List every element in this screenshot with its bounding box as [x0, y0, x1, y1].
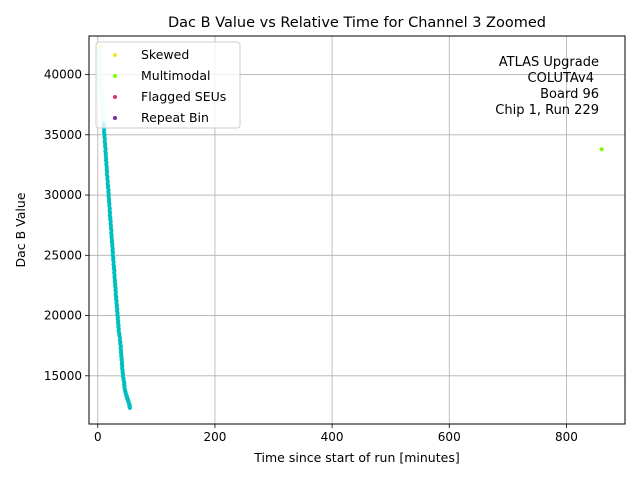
data-point	[599, 147, 604, 152]
grid-lines	[89, 36, 625, 424]
y-tick-label: 25000	[44, 248, 82, 262]
chart-title: Dac B Value vs Relative Time for Channel…	[168, 15, 546, 31]
x-axis-label: Time since start of run [minutes]	[253, 450, 459, 465]
legend-marker	[113, 116, 117, 120]
y-tick-label: 15000	[44, 369, 82, 383]
x-tick-label: 0	[94, 430, 102, 444]
x-tick-label: 600	[438, 430, 461, 444]
x-tick-label: 400	[321, 430, 344, 444]
y-tick-label: 30000	[44, 188, 82, 202]
legend: Skewed Multimodal Flagged SEUs Repeat Bin	[95, 41, 241, 129]
x-tick-label: 800	[555, 430, 578, 444]
annotation-box: ATLAS Upgrade COLUTAv4 Board 96 Chip 1, …	[495, 55, 599, 118]
data-point	[128, 406, 132, 410]
legend-label: Flagged SEUs	[141, 89, 226, 104]
annotation-line: ATLAS Upgrade	[499, 55, 599, 70]
legend-label: Repeat Bin	[141, 110, 209, 125]
annotation-line: Chip 1, Run 229	[495, 103, 599, 118]
annotation-line: Board 96	[540, 87, 599, 102]
legend-marker	[113, 95, 117, 99]
legend-label: Skewed	[141, 47, 189, 62]
legend-marker	[113, 53, 117, 57]
axis-ticks: 0 200 400 600 800 15000 20000 25000 30000 35000 40…	[44, 68, 578, 444]
y-tick-label: 40000	[44, 68, 82, 82]
y-axis-label: Dac B Value	[13, 192, 28, 267]
legend-label: Multimodal	[141, 68, 210, 83]
x-tick-label: 200	[203, 430, 226, 444]
y-tick-label: 35000	[44, 128, 82, 142]
annotation-line: COLUTAv4	[528, 71, 594, 86]
legend-marker	[113, 74, 117, 78]
plot-frame	[88, 35, 626, 425]
y-tick-label: 20000	[44, 309, 82, 323]
legend-box	[95, 41, 241, 129]
